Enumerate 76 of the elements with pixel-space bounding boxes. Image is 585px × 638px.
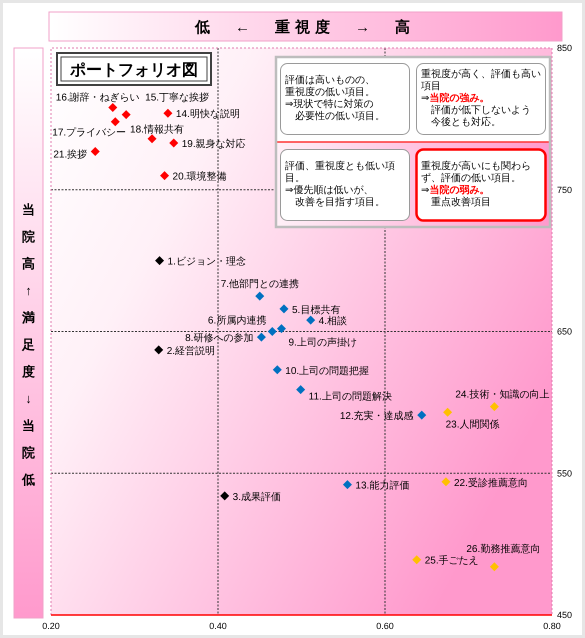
- point: [417, 410, 426, 420]
- point: [169, 138, 178, 148]
- point: [268, 327, 277, 336]
- point: [110, 117, 120, 126]
- point: [155, 256, 164, 266]
- point: [272, 365, 282, 374]
- point: [108, 103, 118, 112]
- x-tick-label: 0.80: [543, 621, 561, 631]
- annotation: 重視度が高く、評価も高い項目: [421, 69, 542, 92]
- point: [163, 108, 172, 118]
- point: [296, 385, 306, 394]
- point: [306, 316, 316, 325]
- annotation: 重点改善項目: [430, 197, 492, 209]
- x-tick-label: 0.20: [42, 621, 60, 631]
- point: [490, 402, 499, 412]
- y-tick-label: 450: [557, 610, 572, 620]
- point: [276, 324, 286, 334]
- annotation: 7.他部門との連携: [220, 278, 300, 290]
- y-tick-label: 850: [557, 43, 572, 53]
- annotation: 21.挨拶: [53, 148, 88, 160]
- annotation: 24.技術・知識の向上: [455, 388, 550, 401]
- y-tick-label: 750: [557, 184, 572, 195]
- annotation: 改善を目指す項目。: [294, 197, 386, 209]
- y-tick-label: 650: [557, 326, 572, 336]
- annotation: 12.充実・達成感: [340, 410, 414, 422]
- annotation: 2.経営説明: [166, 344, 216, 357]
- point: [90, 146, 100, 156]
- point: [256, 332, 266, 342]
- annotation: 10.上司の問題把握: [285, 364, 370, 377]
- x-axis-title: 低 ← 重視度 → 高: [194, 18, 415, 36]
- y-tick-label: 550: [557, 468, 572, 478]
- annotation: 4.相談: [318, 315, 348, 328]
- annotation: ⇒現状で特に対策の: [285, 99, 374, 110]
- text: 当院高↑満足度↓当院低: [22, 202, 35, 487]
- annotation: 17.プライバシー: [52, 126, 126, 139]
- annotation: 5.目標共有: [292, 304, 340, 316]
- annotation: ⇒当院の弱み。: [421, 185, 490, 196]
- annotation: 8.研修への参加: [185, 332, 254, 344]
- text: ポートフォリオ図: [69, 62, 198, 79]
- annotation: 評価、重視度とも低い項目。: [285, 161, 396, 184]
- annotation: 重視度が高いにも関わらず、評価の低い項目。: [421, 161, 532, 184]
- annotation: 評価が低下しないよう今後とも対応。: [430, 105, 532, 129]
- annotation: ⇒優先順は低いが、: [285, 185, 374, 196]
- annotation: 26.勤務推薦意向: [466, 542, 540, 555]
- point: [443, 408, 452, 417]
- annotation: 16.謝辞・ねぎらい: [56, 92, 140, 104]
- x-tick-label: 0.40: [209, 621, 227, 631]
- annotation: 11.上司の問題解決: [308, 390, 392, 403]
- point: [342, 480, 352, 490]
- point: [255, 292, 264, 301]
- point: [441, 477, 450, 486]
- annotation: 6.所属内連携: [208, 314, 266, 326]
- annotation: 評価は高いものの、重視度の低い項目。: [285, 75, 376, 98]
- annotation: 23.人間関係: [446, 418, 500, 430]
- annotation: 13.能力評価: [355, 480, 410, 492]
- point: [122, 110, 131, 120]
- point: [490, 562, 499, 572]
- annotation: 3.成果評価: [232, 490, 282, 503]
- annotation: 9.上司の声掛け: [288, 336, 357, 349]
- annotation: 1.ビジョン・理念: [168, 256, 246, 268]
- annotation: 14.明快な説明: [176, 108, 240, 120]
- annotation: 18.情報共有: [130, 124, 184, 136]
- annotation: 25.手ごたえ: [424, 554, 479, 567]
- point: [160, 171, 170, 180]
- annotation: 22.受診推薦意向: [454, 476, 528, 489]
- point: [412, 555, 422, 564]
- annotation: ⇒当院の強み。: [421, 93, 490, 104]
- annotation: 19.親身な対応: [182, 138, 246, 150]
- x-tick-label: 0.60: [376, 621, 394, 631]
- annotation: 必要性の低い項目。: [294, 111, 386, 123]
- point: [220, 491, 230, 500]
- annotation: 20.環境整備: [172, 170, 226, 183]
- annotation: 15.丁寧な挨拶: [145, 92, 210, 104]
- point: [279, 304, 288, 314]
- point: [148, 134, 157, 144]
- point: [154, 345, 164, 354]
